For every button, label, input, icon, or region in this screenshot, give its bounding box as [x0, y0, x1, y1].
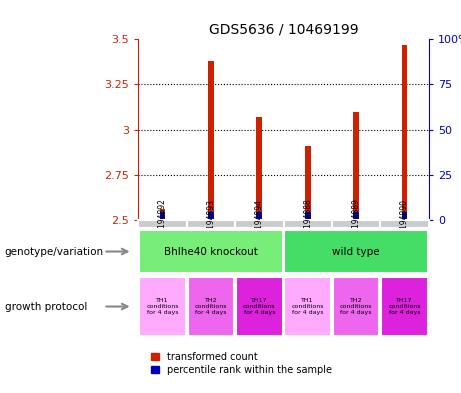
Text: TH1
conditions
for 4 days: TH1 conditions for 4 days [291, 298, 324, 315]
Text: TH17
conditions
for 4 days: TH17 conditions for 4 days [388, 298, 421, 315]
Bar [353, 112, 359, 220]
Bar [353, 212, 359, 220]
Bar [305, 146, 311, 220]
FancyBboxPatch shape [284, 220, 332, 228]
FancyBboxPatch shape [187, 220, 235, 228]
Text: TH2
conditions
for 4 days: TH2 conditions for 4 days [195, 298, 227, 315]
Bar [208, 61, 214, 220]
FancyBboxPatch shape [138, 220, 187, 228]
FancyBboxPatch shape [188, 277, 234, 336]
FancyBboxPatch shape [332, 220, 380, 228]
Legend: transformed count, percentile rank within the sample: transformed count, percentile rank withi… [152, 352, 332, 375]
Text: wild type: wild type [332, 246, 380, 257]
Bar [160, 209, 165, 220]
Bar [402, 45, 408, 220]
FancyBboxPatch shape [284, 277, 331, 336]
Text: GSM1194888: GSM1194888 [303, 198, 312, 250]
Bar [305, 212, 311, 220]
FancyBboxPatch shape [139, 230, 283, 273]
FancyBboxPatch shape [235, 220, 284, 228]
FancyBboxPatch shape [284, 230, 428, 273]
Title: GDS5636 / 10469199: GDS5636 / 10469199 [209, 23, 358, 37]
FancyBboxPatch shape [380, 220, 429, 228]
Text: GSM1194894: GSM1194894 [255, 198, 264, 250]
Text: GSM1194889: GSM1194889 [352, 198, 361, 250]
Text: GSM1194892: GSM1194892 [158, 198, 167, 250]
FancyBboxPatch shape [236, 277, 283, 336]
FancyBboxPatch shape [139, 277, 186, 336]
Text: Bhlhe40 knockout: Bhlhe40 knockout [164, 246, 258, 257]
Text: TH1
conditions
for 4 days: TH1 conditions for 4 days [146, 298, 179, 315]
Bar [208, 212, 214, 220]
Text: TH17
conditions
for 4 days: TH17 conditions for 4 days [243, 298, 276, 315]
Bar [256, 117, 262, 220]
Text: genotype/variation: genotype/variation [5, 246, 104, 257]
Bar [256, 212, 262, 220]
Bar [160, 212, 165, 220]
FancyBboxPatch shape [333, 277, 379, 336]
Text: GSM1194890: GSM1194890 [400, 198, 409, 250]
Text: GSM1194893: GSM1194893 [207, 198, 215, 250]
FancyBboxPatch shape [381, 277, 428, 336]
Text: growth protocol: growth protocol [5, 301, 87, 312]
Text: TH2
conditions
for 4 days: TH2 conditions for 4 days [340, 298, 372, 315]
Bar [402, 212, 408, 220]
